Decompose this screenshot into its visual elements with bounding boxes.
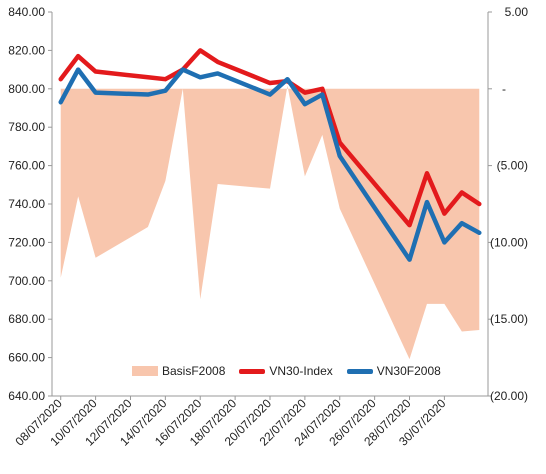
legend-label-vn30f2008: VN30F2008 <box>376 364 441 378</box>
y-left-tick-label: 700.00 <box>8 274 45 288</box>
legend-item-basis: BasisF2008 <box>132 364 225 378</box>
y-left-tick-label: 800.00 <box>8 82 45 96</box>
y-left-tick-label: 720.00 <box>8 235 45 249</box>
y-right-tick-label: (20.00) <box>490 389 528 403</box>
y-right-tick-label: - <box>502 82 506 96</box>
y-right-tick-label: (15.00) <box>490 312 528 326</box>
legend-swatch-basis <box>132 366 158 376</box>
legend-label-vn30-index: VN30-Index <box>269 364 333 378</box>
y-right-tick-label: (5.00) <box>497 159 528 173</box>
y-right-tick-label: 5.00 <box>505 5 529 19</box>
y-left-tick-label: 840.00 <box>8 5 45 19</box>
legend-swatch-vn30f2008 <box>346 368 373 374</box>
legend-label-basis: BasisF2008 <box>162 364 226 378</box>
series-basisf2008-area <box>60 85 480 360</box>
series-vn30f2008-line <box>58 67 482 262</box>
y-left-tick-label: 660.00 <box>8 351 45 365</box>
y-right-tick-label: (10.00) <box>490 235 528 249</box>
series-vn30-index-line <box>58 48 482 228</box>
y-left-tick-label: 680.00 <box>8 312 45 326</box>
legend-swatch-vn30-index <box>239 368 266 374</box>
legend: BasisF2008 VN30-Index VN30F2008 <box>132 364 441 378</box>
y-left-tick-label: 760.00 <box>8 159 45 173</box>
legend-item-vn30f2008: VN30F2008 <box>346 364 441 378</box>
y-left-tick-label: 780.00 <box>8 120 45 134</box>
y-left-tick-label: 820.00 <box>8 43 45 57</box>
y-left-tick-label: 640.00 <box>8 389 45 403</box>
legend-item-vn30-index: VN30-Index <box>239 364 333 378</box>
y-left-tick-label: 740.00 <box>8 197 45 211</box>
